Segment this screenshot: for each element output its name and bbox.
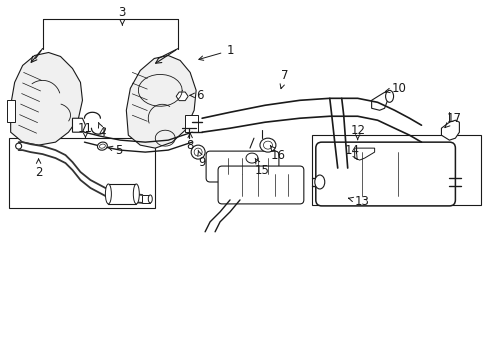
Text: 13: 13 — [348, 195, 368, 208]
Polygon shape — [7, 100, 15, 122]
Ellipse shape — [16, 143, 21, 149]
Ellipse shape — [148, 195, 152, 203]
Polygon shape — [126, 55, 196, 148]
Text: 2: 2 — [35, 159, 42, 179]
Text: 16: 16 — [270, 146, 285, 162]
Text: 5: 5 — [108, 144, 122, 157]
Text: 4: 4 — [98, 123, 106, 139]
Text: 9: 9 — [197, 150, 205, 168]
Ellipse shape — [260, 138, 275, 152]
Text: 12: 12 — [349, 124, 365, 140]
Text: 7: 7 — [280, 69, 288, 89]
Polygon shape — [72, 118, 85, 132]
Text: 8: 8 — [186, 133, 193, 152]
Bar — [9, 138, 155, 208]
Polygon shape — [142, 195, 150, 203]
Text: 6: 6 — [190, 89, 203, 102]
FancyBboxPatch shape — [315, 142, 454, 206]
Text: 14: 14 — [344, 144, 359, 159]
Bar — [311, 135, 480, 205]
FancyBboxPatch shape — [218, 166, 303, 204]
Ellipse shape — [105, 184, 111, 204]
Text: 15: 15 — [254, 158, 269, 176]
Polygon shape — [371, 92, 387, 110]
Polygon shape — [176, 92, 188, 101]
Polygon shape — [185, 115, 198, 132]
Text: 17: 17 — [444, 112, 461, 128]
Ellipse shape — [385, 90, 393, 102]
Text: 11: 11 — [78, 122, 93, 138]
Ellipse shape — [191, 145, 204, 159]
Text: 10: 10 — [385, 82, 406, 95]
Ellipse shape — [314, 175, 324, 189]
Ellipse shape — [133, 184, 139, 204]
FancyBboxPatch shape — [205, 151, 278, 182]
Ellipse shape — [97, 142, 107, 150]
Polygon shape — [441, 120, 458, 140]
Ellipse shape — [263, 141, 272, 149]
Bar — [108, 184, 136, 204]
Ellipse shape — [99, 144, 105, 148]
Text: 3: 3 — [119, 6, 126, 25]
Ellipse shape — [194, 148, 202, 156]
Polygon shape — [11, 53, 82, 145]
Polygon shape — [354, 148, 374, 160]
Text: 1: 1 — [199, 44, 233, 60]
